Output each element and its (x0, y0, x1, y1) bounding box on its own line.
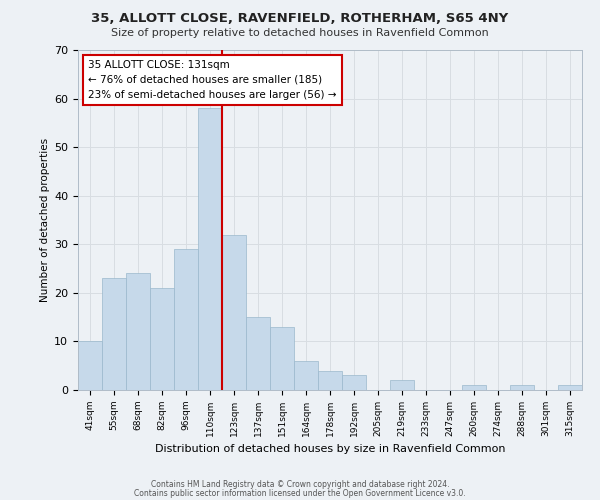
Bar (318, 370, 342, 390)
Bar (174, 249, 198, 390)
Bar (198, 108, 222, 390)
Bar (246, 317, 270, 390)
Y-axis label: Number of detached properties: Number of detached properties (40, 138, 50, 302)
Bar (510, 385, 534, 390)
Bar (102, 278, 126, 390)
Text: 35 ALLOTT CLOSE: 131sqm
← 76% of detached houses are smaller (185)
23% of semi-d: 35 ALLOTT CLOSE: 131sqm ← 76% of detache… (88, 60, 337, 100)
Text: 35, ALLOTT CLOSE, RAVENFIELD, ROTHERHAM, S65 4NY: 35, ALLOTT CLOSE, RAVENFIELD, ROTHERHAM,… (91, 12, 509, 26)
Text: Contains public sector information licensed under the Open Government Licence v3: Contains public sector information licen… (134, 488, 466, 498)
Text: Size of property relative to detached houses in Ravenfield Common: Size of property relative to detached ho… (111, 28, 489, 38)
Bar (126, 274, 150, 390)
Bar (270, 327, 294, 390)
Text: Contains HM Land Registry data © Crown copyright and database right 2024.: Contains HM Land Registry data © Crown c… (151, 480, 449, 489)
Bar (78, 342, 102, 390)
Bar (390, 380, 414, 390)
Bar (150, 288, 174, 390)
Bar (342, 376, 366, 390)
Bar (294, 361, 318, 390)
Bar (462, 385, 486, 390)
Bar (222, 234, 246, 390)
X-axis label: Distribution of detached houses by size in Ravenfield Common: Distribution of detached houses by size … (155, 444, 505, 454)
Bar (558, 385, 582, 390)
